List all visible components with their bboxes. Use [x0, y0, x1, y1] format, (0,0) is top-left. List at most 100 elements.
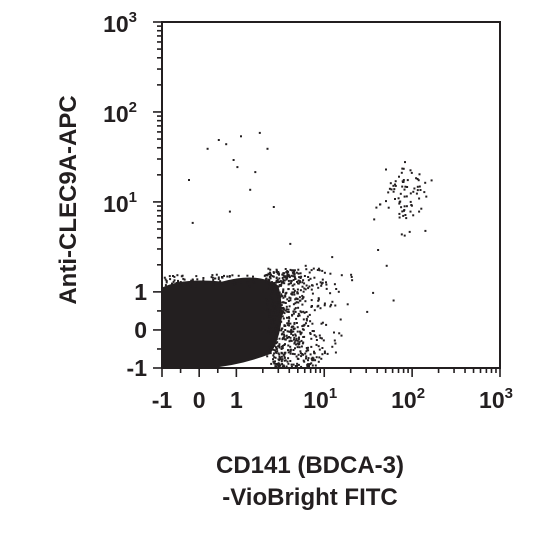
event-dot: [286, 330, 289, 333]
event-dot: [173, 275, 176, 278]
event-dot: [335, 288, 338, 290]
event-dot: [273, 305, 276, 308]
event-dot: [281, 277, 284, 279]
event-dot: [274, 356, 277, 359]
event-dot: [275, 301, 278, 304]
event-dot: [276, 293, 279, 296]
event-dot: [293, 289, 296, 292]
event-dot: [265, 331, 268, 334]
event-dot: [290, 331, 293, 333]
event-dot: [307, 346, 309, 349]
event-dot: [272, 331, 275, 334]
event-dot: [282, 308, 285, 311]
event-dot: [268, 315, 271, 318]
event-dot: [394, 180, 397, 183]
event-dot: [321, 321, 324, 324]
event-dot: [403, 205, 406, 208]
event-dot: [274, 293, 277, 296]
event-dot: [405, 217, 408, 220]
event-dot: [302, 296, 305, 299]
event-dot: [292, 303, 295, 306]
event-dot: [234, 282, 237, 285]
event-dot: [305, 357, 307, 360]
event-dot: [283, 272, 286, 275]
event-dot: [293, 342, 296, 345]
event-dot: [296, 339, 299, 342]
event-dot: [217, 278, 220, 281]
event-dot: [217, 139, 220, 141]
event-dot: [283, 333, 285, 336]
event-dot: [298, 336, 300, 339]
event-dot: [298, 341, 301, 344]
event-dot: [302, 290, 305, 293]
event-dot: [285, 308, 288, 311]
event-dot: [182, 277, 185, 280]
event-dot: [302, 318, 305, 321]
event-dot: [283, 351, 286, 354]
event-dot: [331, 345, 334, 348]
event-dot: [284, 309, 287, 312]
event-dot: [295, 343, 297, 346]
event-dot: [177, 279, 179, 282]
event-dot: [282, 330, 285, 333]
event-dot: [305, 284, 308, 287]
event-dot: [268, 308, 271, 311]
event-dot: [402, 180, 405, 183]
event-dot: [303, 323, 306, 326]
event-dot: [313, 334, 316, 337]
event-dot: [310, 345, 313, 348]
event-dot: [274, 349, 276, 352]
event-dot: [305, 347, 308, 349]
event-dot: [290, 274, 293, 277]
event-dot: [281, 315, 284, 318]
y-tick-label: -1: [127, 355, 148, 381]
event-dot: [289, 322, 292, 325]
x-tick-label: 101: [303, 385, 337, 413]
event-dot: [226, 275, 229, 278]
event-dot: [296, 330, 299, 333]
event-dot: [279, 364, 282, 367]
event-dot: [389, 182, 392, 185]
event-dot: [313, 352, 316, 355]
event-dot: [266, 355, 269, 358]
event-dot: [283, 365, 285, 368]
event-dot: [296, 362, 299, 365]
event-dot: [403, 195, 406, 198]
y-tick-label: 0: [134, 317, 147, 343]
event-dot: [282, 310, 285, 313]
event-dot: [280, 307, 283, 310]
x-tick-label: 103: [479, 385, 513, 413]
event-dot: [215, 273, 218, 276]
event-dot: [325, 323, 328, 326]
event-dot: [286, 298, 289, 301]
event-dot: [408, 230, 411, 233]
event-dot: [212, 279, 215, 281]
event-dot: [319, 336, 322, 339]
x-tick-label: 102: [391, 385, 425, 413]
event-dot: [317, 297, 320, 300]
event-dot: [323, 352, 326, 355]
event-dot: [273, 330, 276, 333]
event-dot: [258, 131, 261, 134]
event-dot: [240, 281, 242, 284]
event-dot: [385, 168, 387, 171]
event-dot: [252, 280, 255, 283]
event-dot: [292, 270, 295, 273]
event-dot: [267, 267, 270, 270]
event-dot: [179, 282, 182, 285]
event-dot: [334, 351, 337, 354]
event-dot: [276, 350, 279, 353]
event-dot: [307, 357, 310, 360]
event-dot: [287, 349, 289, 352]
event-dot: [372, 291, 375, 294]
event-dot: [323, 304, 326, 307]
event-dot: [292, 334, 294, 337]
event-dot: [277, 317, 280, 320]
event-dot: [268, 326, 271, 329]
event-dot: [278, 363, 281, 366]
event-dot: [282, 337, 285, 340]
event-dot: [409, 169, 412, 172]
event-dot: [195, 275, 198, 278]
event-dot: [379, 203, 382, 206]
event-dot: [311, 322, 314, 325]
